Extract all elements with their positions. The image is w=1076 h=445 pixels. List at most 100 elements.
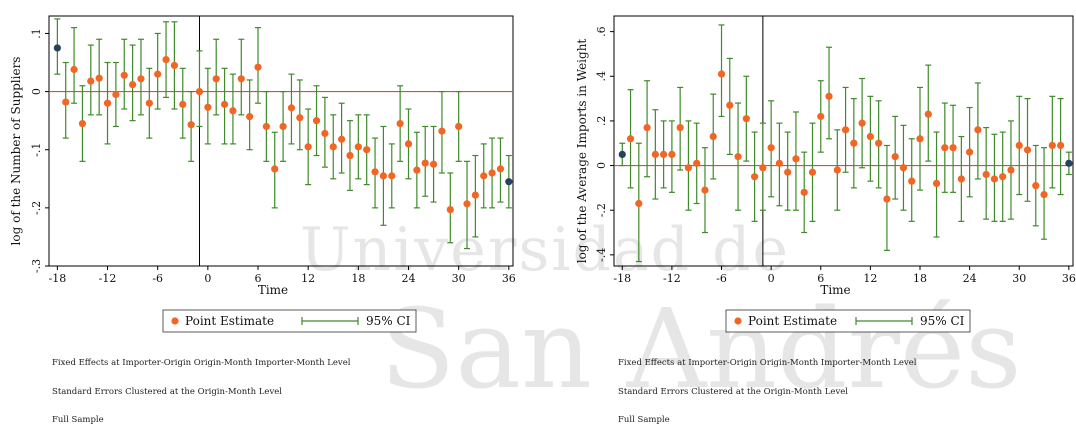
right-data-point	[974, 126, 982, 134]
right-ytick-label: 0	[595, 162, 608, 169]
left-data-point	[321, 129, 329, 138]
left-ytick-label: -.2	[30, 201, 43, 215]
left-data-point	[363, 146, 371, 154]
left-data-point	[120, 71, 128, 79]
left-xtick-label: 12	[301, 272, 315, 285]
right-legend-ci-label: 95% CI	[920, 314, 965, 328]
left-data-point	[279, 122, 287, 131]
right-data-point	[850, 139, 858, 147]
left-data-point	[354, 143, 362, 151]
right-plot-frame	[613, 15, 1074, 267]
left-data-point	[413, 166, 421, 174]
right-data-point	[999, 173, 1007, 181]
left-legend-ci-label: 95% CI	[366, 314, 411, 328]
left-data-point	[237, 75, 245, 83]
left-xtick-label: 6	[255, 272, 262, 285]
left-data-point	[129, 81, 137, 89]
left-data-point	[254, 63, 262, 71]
right-data-point	[982, 170, 990, 179]
right-data-point	[825, 92, 833, 100]
left-ytick-label: .1	[30, 28, 43, 39]
left-ytick-label: -.1	[30, 143, 43, 157]
right-xtick-label: 6	[817, 272, 824, 285]
right-xtick-label: -6	[716, 272, 727, 285]
right-data-point	[742, 115, 750, 123]
right-data-point	[618, 150, 626, 158]
left-data-point	[346, 151, 354, 160]
left-xtick-label: -12	[99, 272, 117, 285]
right-data-point	[660, 150, 668, 158]
right-data-point	[767, 144, 775, 152]
right-xaxis-title: Time	[820, 283, 850, 297]
right-data-point	[883, 195, 891, 203]
left-data-point	[438, 127, 446, 135]
left-data-point	[455, 122, 463, 131]
left-data-point	[505, 178, 513, 186]
left-xaxis-title: Time	[258, 283, 288, 297]
left-xtick-label: 30	[452, 272, 466, 285]
left-data-point	[187, 121, 195, 129]
right-data-point	[734, 153, 742, 161]
right-data-point	[792, 155, 800, 163]
right-data-point	[668, 150, 676, 158]
left-data-point	[480, 172, 488, 180]
right-data-point	[858, 119, 866, 127]
right-data-point	[899, 164, 908, 172]
left-data-point	[154, 70, 162, 78]
left-data-point	[404, 140, 413, 148]
right-legend: Point Estimate 95% CI	[725, 309, 971, 333]
right-data-point	[891, 153, 899, 161]
right-data-point	[916, 135, 924, 143]
left-legend: Point Estimate 95% CI	[162, 309, 417, 333]
right-data-point	[684, 164, 693, 172]
left-yaxis-title: log of the Number of Suppliers	[9, 57, 23, 246]
right-ytick-label: -.2	[595, 203, 608, 217]
right-data-point	[759, 164, 767, 172]
left-data-point	[296, 114, 304, 122]
right-note-1: Fixed Effects at Importer-Origin Origin-…	[618, 358, 917, 368]
left-legend-box	[162, 309, 417, 333]
left-data-point	[287, 104, 296, 112]
right-data-point	[626, 135, 635, 143]
left-data-point	[304, 143, 312, 151]
figure-svg: -.3 -.2 -.1 0 .1 -18 -12 -6 0 6 12 18 24 30 36 Time log …	[9, 15, 1076, 333]
left-data-point	[262, 122, 270, 131]
left-data-point	[53, 44, 61, 52]
left-data-point	[338, 135, 346, 143]
right-data-point	[866, 132, 874, 141]
right-chart-notes: Fixed Effects at Importer-Origin Origin-…	[618, 340, 916, 445]
left-ytick-label: -.3	[30, 259, 43, 273]
left-data-point	[446, 206, 454, 214]
right-data-point	[1015, 141, 1023, 150]
left-data-point	[95, 74, 103, 82]
right-data-point	[717, 70, 726, 78]
right-ytick-label: .4	[595, 71, 608, 82]
right-data-point	[800, 188, 808, 196]
left-xtick-label: -18	[49, 272, 67, 285]
right-data-point	[750, 173, 759, 181]
right-legend-point-marker	[734, 317, 742, 325]
right-data-point	[808, 168, 817, 176]
right-note-3: Full Sample	[618, 415, 670, 425]
left-plot-frame	[48, 15, 514, 267]
left-data-point	[103, 99, 112, 107]
right-data-point	[941, 144, 949, 152]
left-data-point	[312, 117, 321, 125]
right-data-point	[875, 139, 883, 147]
left-note-2: Standard Errors Clustered at the Origin-…	[52, 386, 282, 397]
left-note-3: Full Sample	[52, 415, 104, 425]
right-ytick-label: .6	[595, 26, 608, 37]
right-data-point	[693, 159, 701, 167]
right-data-point	[841, 126, 850, 134]
left-xtick-label: 18	[351, 272, 365, 285]
right-xtick-label: 0	[768, 272, 775, 285]
left-data-point	[271, 165, 279, 173]
left-data-point	[137, 75, 145, 83]
left-data-point	[145, 99, 153, 107]
right-data-point	[643, 124, 651, 132]
right-data-point	[676, 124, 684, 132]
right-xtick-label: 12	[863, 272, 877, 285]
left-data-point	[421, 159, 429, 167]
left-data-point	[179, 100, 187, 108]
right-data-point	[775, 159, 784, 167]
